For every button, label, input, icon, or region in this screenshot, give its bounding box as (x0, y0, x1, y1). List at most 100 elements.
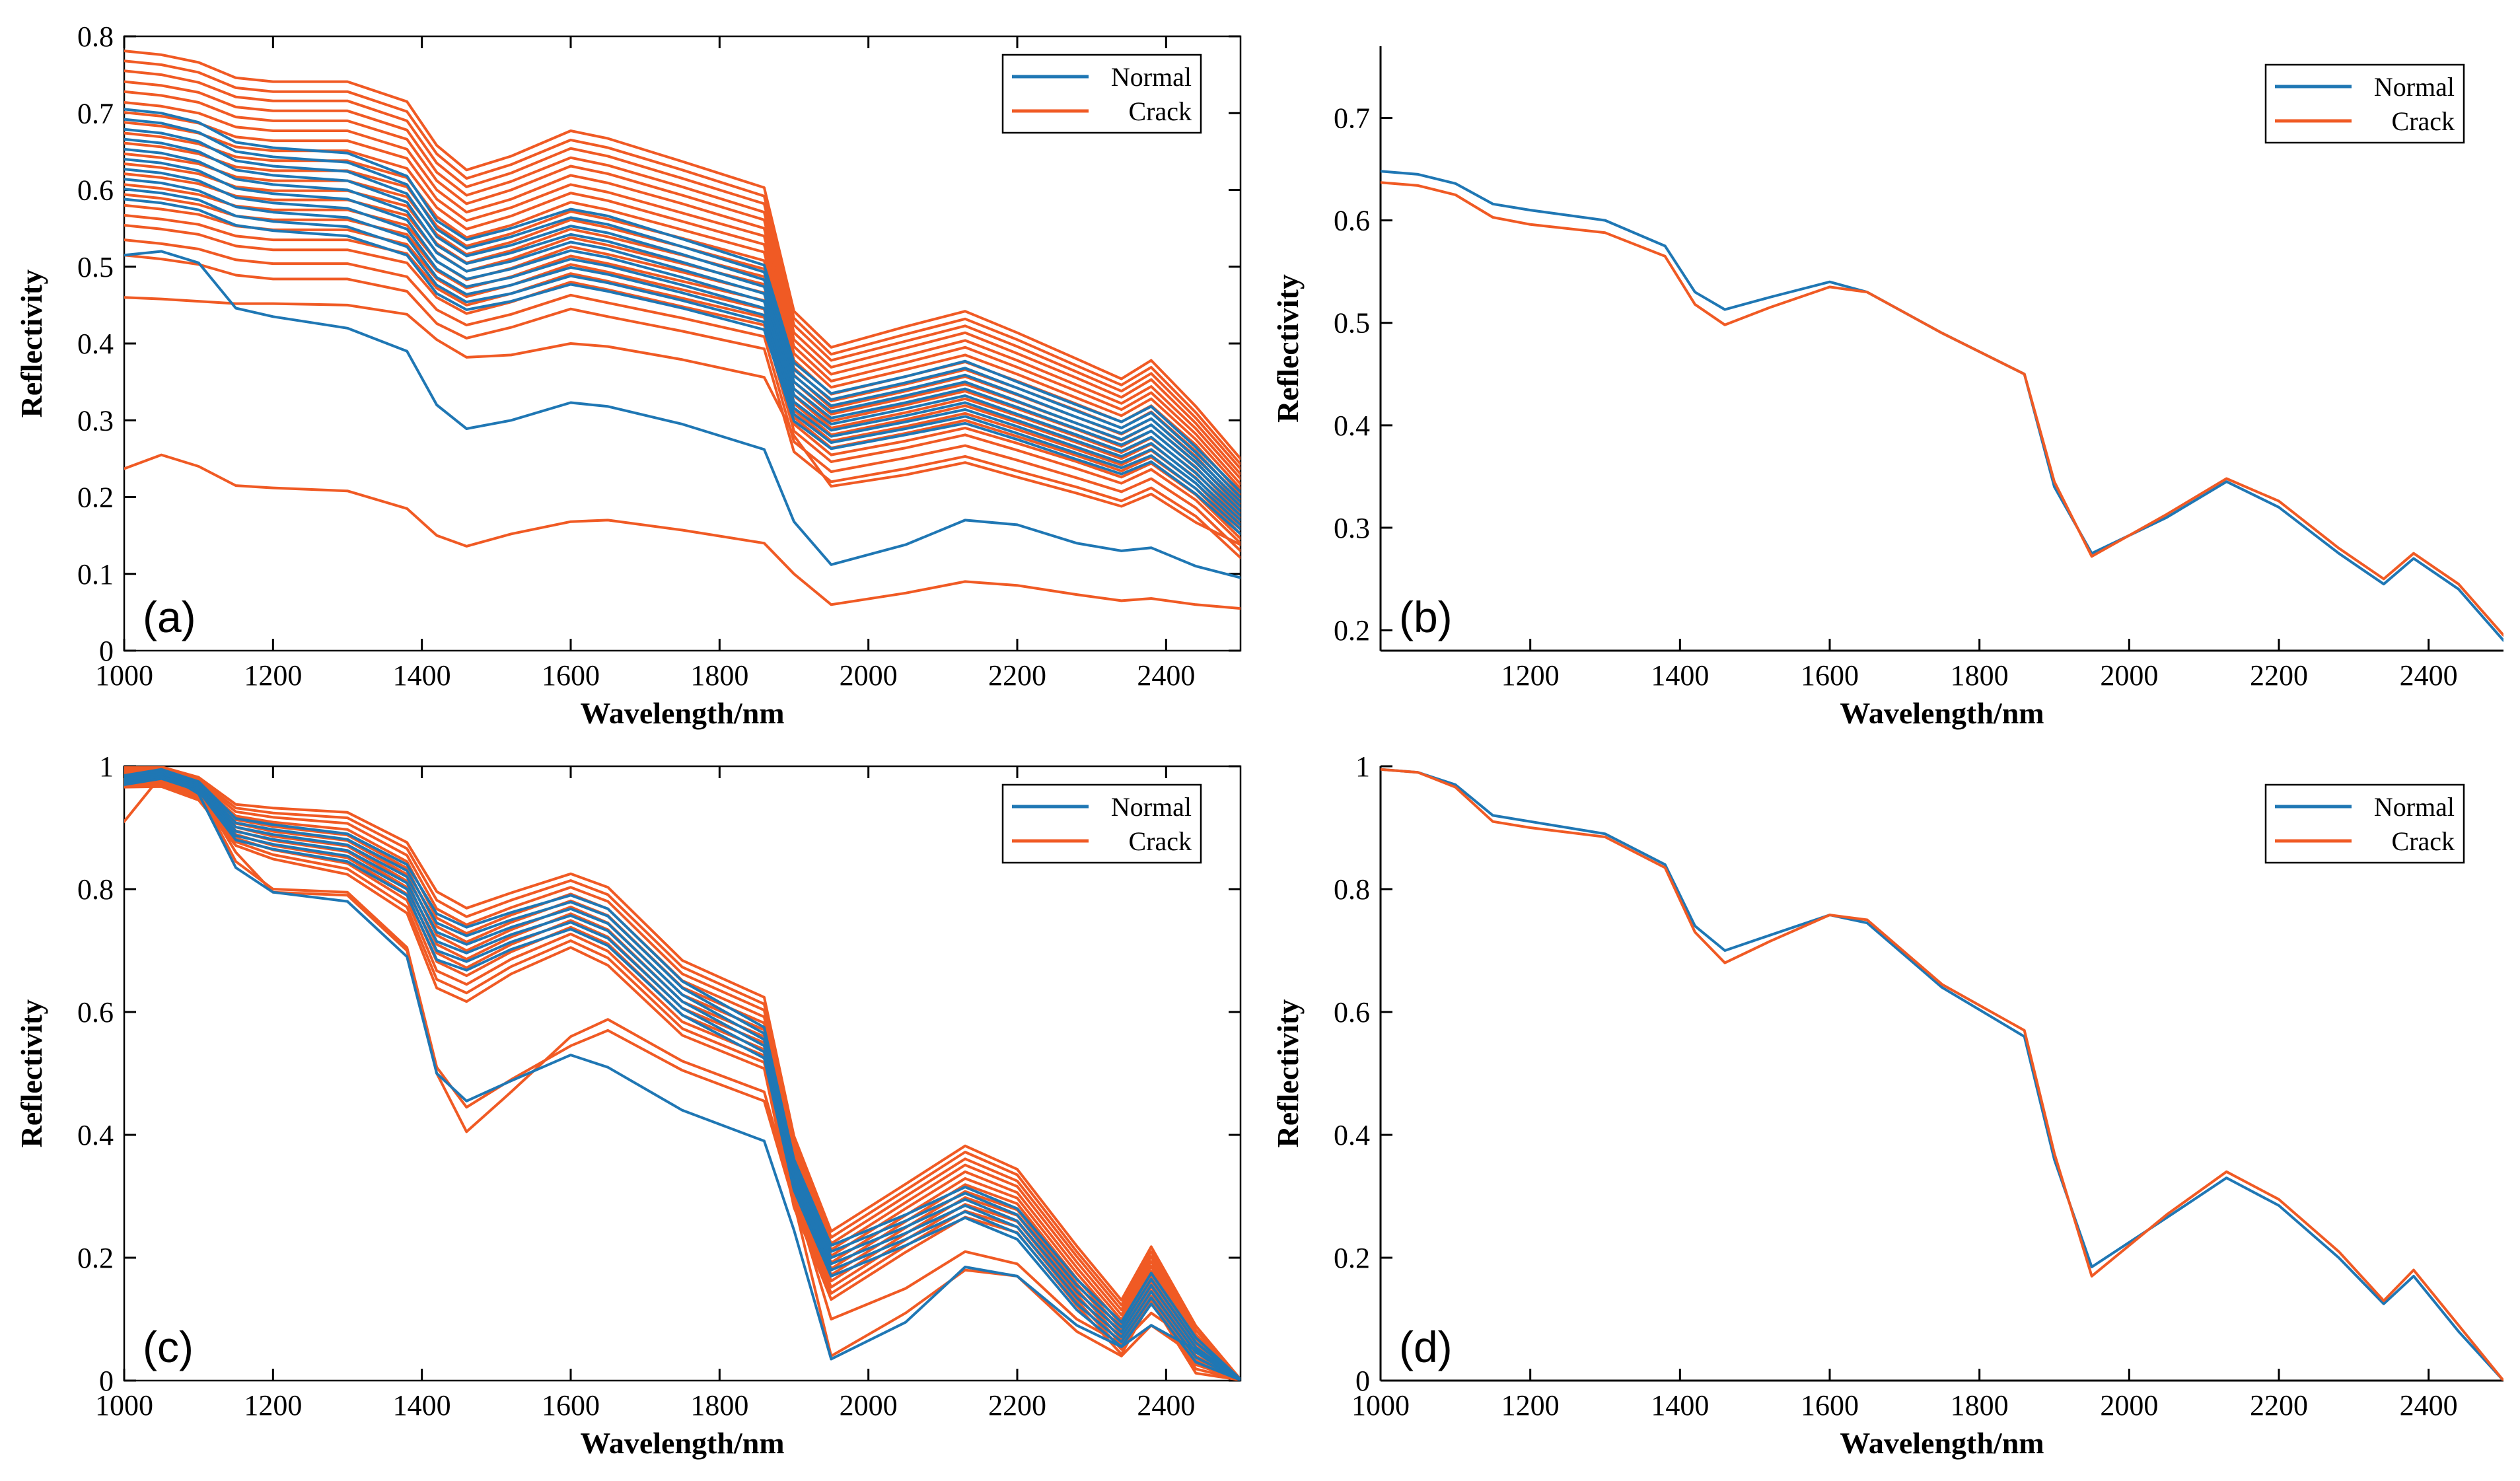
series-line-normal (1381, 768, 2503, 1381)
y-tick-label: 0.5 (77, 251, 114, 283)
series-line-crack (124, 59, 1241, 466)
x-tick-label: 1800 (690, 1389, 748, 1422)
x-tick-label: 1400 (1651, 659, 1709, 692)
x-tick-label: 2400 (1137, 1389, 1195, 1422)
y-tick-label: 0.7 (1334, 102, 1370, 135)
y-tick-label: 0.2 (77, 482, 114, 514)
series-line-crack (124, 766, 1241, 1381)
series-line-crack (1381, 768, 2503, 1381)
y-axis-title: Reflectivity (1271, 274, 1305, 423)
series-line-normal (124, 137, 1241, 508)
y-tick-label: 0.2 (1334, 1242, 1370, 1274)
chart-panel-b: 1200 1400 1600 1800 2000 2200 2400 0.2 0.3 0.4 0.5… (1271, 46, 2503, 730)
legend-label-normal: Normal (2374, 792, 2455, 822)
series-group (124, 50, 1241, 610)
series-line-normal (124, 772, 1241, 1381)
y-tick-label: 0.5 (1334, 307, 1370, 340)
x-tick-label: 2000 (840, 1389, 898, 1422)
legend-box (1001, 54, 1202, 134)
x-tick-label: 1000 (95, 1389, 153, 1422)
panel-label: (d) (1399, 1322, 1453, 1371)
legend-box (1001, 783, 1202, 864)
series-line-crack (124, 224, 1241, 545)
series-line-crack (124, 767, 1241, 1381)
y-axis-title: Reflectivity (15, 999, 48, 1148)
series-line-normal (1381, 170, 2503, 642)
x-tick-label: 2200 (2250, 1389, 2308, 1422)
series-line-normal (124, 198, 1241, 536)
legend-label-crack: Crack (1128, 96, 1192, 126)
panel-label: (a) (143, 593, 196, 641)
y-tick-label: 0.6 (1334, 205, 1370, 237)
x-tick-label: 1200 (244, 1389, 302, 1422)
series-line-crack (124, 80, 1241, 476)
x-tick-label: 1000 (95, 659, 153, 692)
series-group (1381, 170, 2503, 642)
y-tick-label: 0.4 (77, 1119, 114, 1151)
y-tick-label: 1 (99, 750, 114, 783)
series-line-crack (124, 771, 1241, 1381)
x-axis-title: Wavelength/nm (580, 696, 784, 730)
chart-panel-c: 1000 1200 1400 1600 1800 2000 2200 2400 0 0.2 0.4 0… (15, 750, 1242, 1460)
y-tick-label: 0.3 (77, 404, 114, 437)
y-tick-label: 0 (99, 1365, 114, 1397)
y-tick-label: 0.6 (77, 174, 114, 207)
series-line-crack (124, 193, 1241, 530)
panel-label: (b) (1399, 593, 1453, 641)
x-tick-label: 1800 (1951, 1389, 2009, 1422)
legend: Normal Crack (1001, 783, 1202, 864)
legend-box (2264, 783, 2465, 864)
x-tick-label: 1600 (1801, 659, 1859, 692)
x-tick-label: 1600 (1801, 1389, 1859, 1422)
series-line-normal (124, 168, 1241, 522)
y-axis-title: Reflectivity (15, 270, 48, 418)
legend: Normal Crack (1001, 54, 1202, 134)
series-line-crack (124, 90, 1241, 480)
y-tick-label: 0.2 (77, 1242, 114, 1274)
series-line-crack (124, 101, 1241, 486)
x-tick-label: 2400 (2400, 1389, 2458, 1422)
x-tick-label: 2400 (2400, 659, 2458, 692)
chart-panel-d: 1000 1200 1400 1600 1800 2000 2200 2400 0 0.2 0.4 0… (1271, 750, 2503, 1460)
legend-label-crack: Crack (2391, 826, 2455, 856)
series-line-normal (124, 768, 1241, 1381)
series-line-crack (124, 238, 1241, 552)
legend-box (2264, 63, 2465, 144)
x-tick-label: 1800 (690, 659, 748, 692)
x-axis-title: Wavelength/nm (580, 1426, 784, 1460)
x-tick-label: 1200 (1501, 659, 1560, 692)
x-tick-label: 1200 (244, 659, 302, 692)
legend-label-normal: Normal (1111, 792, 1192, 822)
series-line-crack (124, 453, 1241, 610)
series-line-normal (124, 188, 1241, 531)
series-line-normal (124, 158, 1241, 517)
panel-label: (c) (143, 1322, 194, 1371)
y-tick-label: 0.3 (1334, 512, 1370, 544)
legend-label-crack: Crack (2391, 106, 2455, 136)
series-line-normal (124, 774, 1241, 1381)
y-tick-label: 0.8 (1334, 873, 1370, 906)
series-line-crack (124, 141, 1241, 505)
series-line-crack (124, 781, 1241, 1381)
y-tick-label: 0 (1355, 1365, 1370, 1397)
x-tick-label: 1600 (542, 659, 600, 692)
y-tick-label: 0.2 (1334, 614, 1370, 647)
y-tick-label: 0.6 (77, 996, 114, 1029)
y-tick-label: 0.4 (77, 328, 114, 360)
series-group (1381, 768, 2503, 1381)
x-tick-label: 1000 (1351, 1389, 1410, 1422)
y-tick-label: 0.1 (77, 558, 114, 591)
x-tick-label: 2000 (2100, 1389, 2158, 1422)
series-line-normal (124, 770, 1241, 1381)
x-tick-label: 1800 (1951, 659, 2009, 692)
x-tick-label: 2000 (840, 659, 898, 692)
y-tick-label: 0.8 (77, 873, 114, 906)
series-line-crack (124, 213, 1241, 540)
series-line-normal (124, 770, 1241, 1381)
series-line-normal (124, 147, 1241, 513)
series-line-crack (124, 768, 1241, 1381)
series-line-crack (124, 50, 1241, 460)
series-line-normal (124, 777, 1241, 1381)
legend: Normal Crack (2264, 63, 2465, 144)
